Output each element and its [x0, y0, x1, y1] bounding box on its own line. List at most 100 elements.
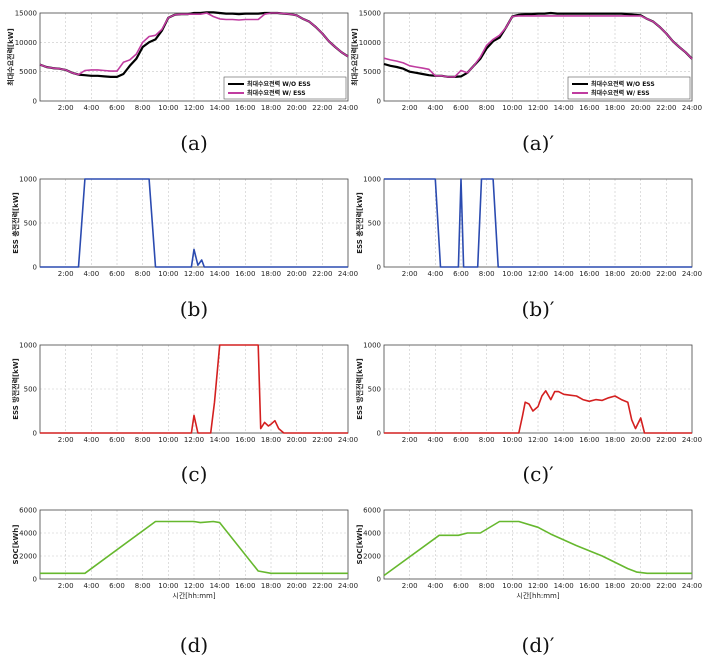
- y-tick-label: 0: [33, 430, 37, 438]
- x-tick-label: 6:00: [109, 436, 125, 444]
- legend-box: [223, 76, 347, 100]
- panel-caption: (d)′: [522, 633, 555, 657]
- x-tick-label: 24:00: [682, 104, 702, 112]
- y-tick-label: 0: [377, 430, 381, 438]
- y-tick-label: 15000: [359, 10, 381, 18]
- y-tick-label: 15000: [15, 10, 37, 18]
- y-axis-label: SOC[kWh]: [12, 525, 20, 565]
- panel-caption: (c)′: [522, 462, 554, 486]
- x-tick-label: 24:00: [338, 104, 358, 112]
- x-tick-label: 18:00: [261, 582, 281, 590]
- x-tick-label: 2:00: [402, 436, 418, 444]
- y-tick-label: 0: [33, 98, 37, 106]
- x-tick-label: 14:00: [210, 436, 230, 444]
- x-tick-label: 4:00: [83, 104, 99, 112]
- y-tick-label: 500: [24, 220, 37, 228]
- y-tick-label: 0: [377, 264, 381, 272]
- x-tick-label: 10:00: [502, 104, 522, 112]
- x-tick-label: 8:00: [479, 582, 495, 590]
- x-tick-label: 18:00: [605, 270, 625, 278]
- y-tick-label: 0: [377, 98, 381, 106]
- x-tick-label: 2:00: [402, 270, 418, 278]
- plot-frame: [39, 344, 349, 434]
- series-line: [40, 344, 348, 434]
- y-axis-label: ESS 방전전력[kW]: [355, 358, 364, 420]
- x-tick-label: 4:00: [427, 436, 443, 444]
- x-tick-label: 8:00: [479, 436, 495, 444]
- y-tick-label: 1000: [19, 176, 37, 184]
- x-tick-label: 20:00: [631, 582, 651, 590]
- series-line: [383, 15, 693, 78]
- x-tick-label: 20:00: [287, 582, 307, 590]
- series-line: [383, 520, 692, 577]
- x-tick-label: 2:00: [58, 436, 74, 444]
- x-tick-label: 8:00: [479, 270, 495, 278]
- x-tick-label: 4:00: [427, 104, 443, 112]
- series-line: [40, 178, 348, 268]
- series-line: [39, 12, 349, 76]
- x-tick-label: 22:00: [312, 270, 332, 278]
- x-tick-label: 16:00: [579, 104, 599, 112]
- x-axis-label: 시간[hh:mm]: [516, 591, 559, 600]
- x-tick-label: 20:00: [287, 436, 307, 444]
- y-tick-label: 2000: [19, 553, 37, 561]
- x-tick-label: 8:00: [135, 582, 151, 590]
- plot-frame: [383, 509, 693, 580]
- x-tick-label: 12:00: [184, 270, 204, 278]
- y-axis-label: 최대수요전력[kW]: [6, 28, 15, 85]
- x-tick-label: 18:00: [261, 436, 281, 444]
- x-tick-label: 6:00: [453, 104, 469, 112]
- x-tick-label: 12:00: [184, 436, 204, 444]
- x-tick-label: 22:00: [656, 104, 676, 112]
- x-tick-label: 24:00: [338, 270, 358, 278]
- y-tick-label: 0: [33, 264, 37, 272]
- panel-caption: (a): [180, 131, 208, 155]
- x-tick-label: 8:00: [479, 104, 495, 112]
- x-tick-label: 18:00: [261, 270, 281, 278]
- y-tick-label: 10000: [359, 39, 381, 47]
- y-tick-label: 2000: [363, 553, 381, 561]
- x-tick-label: 10:00: [502, 582, 522, 590]
- y-tick-label: 1000: [19, 342, 37, 350]
- series-line: [384, 389, 692, 434]
- x-tick-label: 12:00: [528, 270, 548, 278]
- x-tick-label: 16:00: [579, 436, 599, 444]
- y-tick-label: 10000: [15, 39, 37, 47]
- x-tick-label: 8:00: [135, 436, 151, 444]
- x-tick-label: 14:00: [554, 104, 574, 112]
- x-tick-label: 12:00: [528, 104, 548, 112]
- x-tick-label: 6:00: [109, 270, 125, 278]
- x-tick-label: 4:00: [83, 582, 99, 590]
- plot-frame: [383, 344, 693, 434]
- legend-entry: 최대수요전력 W/ ESS: [591, 89, 650, 97]
- x-tick-label: 20:00: [631, 104, 651, 112]
- x-tick-label: 24:00: [682, 270, 702, 278]
- x-tick-label: 4:00: [427, 582, 443, 590]
- legend-box: [567, 76, 691, 100]
- x-tick-label: 18:00: [605, 104, 625, 112]
- x-tick-label: 2:00: [58, 270, 74, 278]
- x-tick-label: 22:00: [656, 270, 676, 278]
- x-tick-label: 24:00: [338, 582, 358, 590]
- x-tick-label: 16:00: [579, 582, 599, 590]
- panel-caption: (c): [181, 462, 208, 486]
- x-tick-label: 8:00: [135, 104, 151, 112]
- x-tick-label: 22:00: [656, 436, 676, 444]
- x-tick-label: 2:00: [58, 582, 74, 590]
- plot-frame: [39, 178, 349, 268]
- x-tick-label: 2:00: [402, 104, 418, 112]
- x-tick-label: 20:00: [631, 270, 651, 278]
- y-tick-label: 0: [377, 576, 381, 584]
- chart-d2: 2:00 4:00 6:00 8:00 10:00 12:00 14:00 16:00 18:0…: [356, 507, 702, 658]
- legend-entry: 최대수요전력 W/O ESS: [591, 80, 655, 88]
- x-tick-label: 20:00: [631, 436, 651, 444]
- x-tick-label: 10:00: [158, 104, 178, 112]
- x-tick-label: 22:00: [312, 582, 332, 590]
- x-tick-label: 22:00: [312, 436, 332, 444]
- x-tick-label: 12:00: [528, 436, 548, 444]
- x-tick-label: 18:00: [261, 104, 281, 112]
- x-tick-label: 14:00: [210, 582, 230, 590]
